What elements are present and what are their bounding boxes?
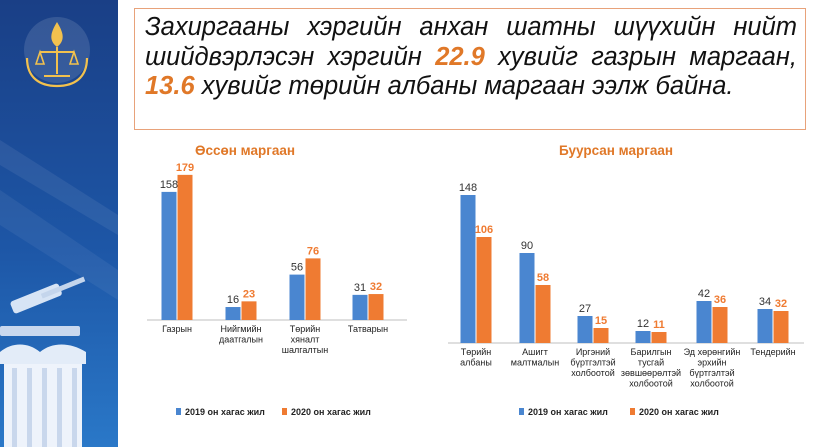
bar <box>712 307 728 343</box>
data-label: 58 <box>537 272 549 284</box>
category-label: эрхийн <box>697 358 726 368</box>
legend-swatch <box>519 408 524 415</box>
data-label: 15 <box>595 315 607 327</box>
headline-part2: хувийг газрын маргаан, <box>484 42 797 71</box>
data-label: 12 <box>637 318 649 330</box>
sidebar-decoration <box>0 17 118 447</box>
legend-swatch <box>282 408 287 415</box>
bar <box>289 274 305 320</box>
legend-swatch <box>176 408 181 415</box>
data-label: 90 <box>521 240 533 252</box>
bar <box>757 309 773 343</box>
category-label: даатгалын <box>219 335 263 345</box>
category-label: холбоотой <box>571 368 614 378</box>
headline-box: Захиргааны хэргийн анхан шатны шүүхийн н… <box>134 8 806 130</box>
bar <box>593 328 609 343</box>
court-emblem-icon <box>24 17 90 88</box>
headline-part3: хувийг төрийн албаны маргаан ээлж байна. <box>194 72 734 100</box>
category-label: Эд хөрөнгийн <box>684 347 741 357</box>
data-label: 36 <box>714 294 726 306</box>
data-label: 106 <box>475 224 493 236</box>
category-label: холбоотой <box>629 379 672 389</box>
data-label: 56 <box>291 262 303 274</box>
bar <box>368 294 384 320</box>
bar <box>161 191 177 320</box>
headline-value-land: 22.9 <box>435 42 485 71</box>
category-label: бүртгэлтэй <box>689 368 734 378</box>
data-label: 27 <box>579 303 591 315</box>
headline-text: Захиргааны хэргийн анхан шатны шүүхийн н… <box>145 13 797 102</box>
data-label: 42 <box>698 288 710 300</box>
category-label: Төрийн <box>461 347 492 357</box>
bar <box>460 195 476 343</box>
category-label: Татварын <box>348 324 388 334</box>
data-label: 148 <box>459 182 477 194</box>
bar <box>635 331 651 343</box>
headline-part1: Захиргааны хэргийн анхан шатны шүүхийн н… <box>145 13 797 71</box>
category-label: холбоотой <box>690 379 733 389</box>
category-label: Барилгын <box>631 347 672 357</box>
category-label: албаны <box>460 358 492 368</box>
bar <box>519 253 535 343</box>
category-label: хяналт <box>291 335 320 345</box>
category-label: Төрийн <box>290 324 321 334</box>
column-pillar-icon <box>0 344 86 447</box>
legend-swatch <box>630 408 635 415</box>
data-label: 32 <box>775 298 787 310</box>
data-label: 16 <box>227 294 239 306</box>
sidebar-panel <box>0 0 118 447</box>
headline-value-civil-service: 13.6 <box>145 72 195 100</box>
legend-label: 2019 он хагас жил <box>185 407 265 417</box>
bar <box>476 237 492 343</box>
category-label: Газрын <box>162 324 192 334</box>
category-label: малтмалын <box>511 358 559 368</box>
data-label: 76 <box>307 245 319 257</box>
data-label: 11 <box>653 319 665 331</box>
legend-label: 2020 он хагас жил <box>291 407 371 417</box>
data-label: 34 <box>759 296 771 308</box>
chart-title: Өссөн маргаан <box>195 143 295 158</box>
bar <box>352 294 368 320</box>
gavel-icon <box>0 276 86 336</box>
category-label: шалгалтын <box>282 345 328 355</box>
legend-label: 2020 он хагас жил <box>639 407 719 417</box>
bar <box>535 285 551 343</box>
legend-label: 2019 он хагас жил <box>528 407 608 417</box>
category-label: тусгай <box>638 358 664 368</box>
data-label: 31 <box>354 282 366 294</box>
data-label: 179 <box>176 162 194 174</box>
category-label: Иргэний <box>576 347 610 357</box>
category-label: Ашигт <box>522 347 548 357</box>
data-label: 158 <box>160 179 178 191</box>
category-label: бүртгэлтэй <box>570 358 615 368</box>
bar <box>773 311 789 343</box>
category-label: Нийгмийн <box>220 324 261 334</box>
bar <box>225 307 241 320</box>
chart-title: Буурсан маргаан <box>559 143 673 158</box>
bar <box>696 301 712 343</box>
bar <box>305 258 321 320</box>
bar <box>651 332 667 343</box>
bar <box>241 301 257 320</box>
data-label: 23 <box>243 288 255 300</box>
data-label: 32 <box>370 281 382 293</box>
bar <box>177 174 193 320</box>
category-label: Тендерийн <box>750 347 795 357</box>
category-label: зөвшөөрөлтэй <box>621 368 681 378</box>
bar <box>577 316 593 343</box>
